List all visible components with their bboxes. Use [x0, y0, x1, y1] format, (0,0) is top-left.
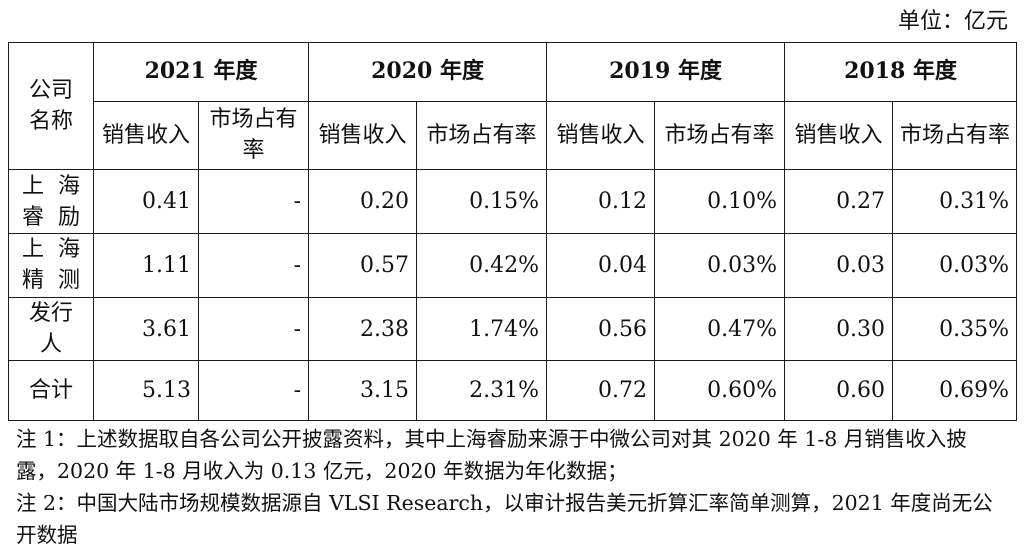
header-sales-2021: 销售收入: [93, 100, 199, 171]
header-year-2019: 2019 年度: [546, 42, 786, 102]
cell: 5.13: [93, 360, 199, 421]
header-share-2020: 市场占有率: [416, 100, 548, 171]
header-row-sub: 销售收入 市场占有率 销售收入 市场占有率 销售收入 市场占有率 销售收入 市场…: [9, 100, 1018, 171]
cell: 0.35%: [892, 296, 1018, 362]
footnote-1: 注 1：上述数据取自各公司公开披露资料，其中上海睿励来源于中微公司对其 2020…: [16, 427, 967, 483]
cell: 0.72: [546, 360, 656, 421]
cell: 0.56: [546, 296, 656, 362]
cell: 0.60%: [654, 360, 786, 421]
table-row-total: 合计 5.13 - 3.15 2.31% 0.72 0.60% 0.60 0.6…: [8, 360, 1018, 421]
cell: 0.03%: [892, 233, 1018, 298]
table-row: 上海精测 1.11 - 0.57 0.42% 0.04 0.03% 0.03 0…: [8, 233, 1018, 298]
cell: -: [197, 169, 310, 234]
cell: 0.12: [546, 169, 656, 234]
cell: 0.57: [308, 233, 418, 298]
header-year-2018: 2018 年度: [784, 42, 1018, 102]
cell: 3.15: [308, 360, 418, 421]
cell: 0.10%: [654, 169, 786, 234]
cell: 0.42%: [416, 233, 548, 298]
header-sales-2019: 销售收入: [546, 100, 656, 171]
table-row: 发行人 3.61 - 2.38 1.74% 0.56 0.47% 0.30 0.…: [8, 296, 1018, 362]
header-share-2018: 市场占有率: [892, 100, 1018, 171]
header-sales-2020: 销售收入: [308, 100, 418, 171]
header-sales-2018: 销售收入: [784, 100, 894, 171]
row-name-total: 合计: [8, 360, 94, 421]
header-share-2021: 市场占有率: [197, 100, 310, 171]
footnote-2: 注 2：中国大陆市场规模数据源自 VLSI Research，以审计报告美元折算…: [16, 491, 993, 547]
cell: 0.15%: [416, 169, 548, 234]
cell: 0.20: [308, 169, 418, 234]
cell: -: [197, 296, 310, 362]
cell: 0.30: [784, 296, 894, 362]
header-company: 公司名称: [8, 41, 94, 171]
row-name-jingce: 上海精测: [8, 233, 94, 298]
header-row-years: 公司名称 2021 年度 2020 年度 2019 年度 2018 年度: [8, 41, 1018, 171]
cell: 1.74%: [416, 296, 548, 362]
cell: 0.27: [784, 169, 894, 234]
cell: 1.11: [93, 233, 199, 298]
cell: -: [197, 360, 310, 421]
table-row: 上海睿励 0.41 - 0.20 0.15% 0.12 0.10% 0.27 0…: [8, 169, 1018, 234]
market-share-table: 公司名称 2021 年度 2020 年度 2019 年度 2018 年度 销售收…: [8, 41, 1018, 421]
cell: 0.03%: [654, 233, 786, 298]
cell: 0.60: [784, 360, 894, 421]
cell: -: [197, 233, 310, 298]
footnotes: 注 1：上述数据取自各公司公开披露资料，其中上海睿励来源于中微公司对其 2020…: [16, 423, 1006, 551]
row-name-ruili: 上海睿励: [8, 169, 94, 234]
cell: 0.04: [546, 233, 656, 298]
cell: 0.47%: [654, 296, 786, 362]
cell: 2.31%: [416, 360, 548, 421]
header-share-2019: 市场占有率: [654, 100, 786, 171]
cell: 3.61: [93, 296, 199, 362]
cell: 0.31%: [892, 169, 1018, 234]
header-year-2020: 2020 年度: [308, 42, 548, 102]
cell: 0.41: [93, 169, 199, 234]
unit-label: 单位：亿元: [897, 9, 1008, 34]
cell: 0.69%: [892, 360, 1018, 421]
cell: 2.38: [308, 296, 418, 362]
header-year-2021: 2021 年度: [92, 42, 310, 102]
cell: 0.03: [784, 233, 894, 298]
row-name-issuer: 发行人: [8, 296, 94, 362]
